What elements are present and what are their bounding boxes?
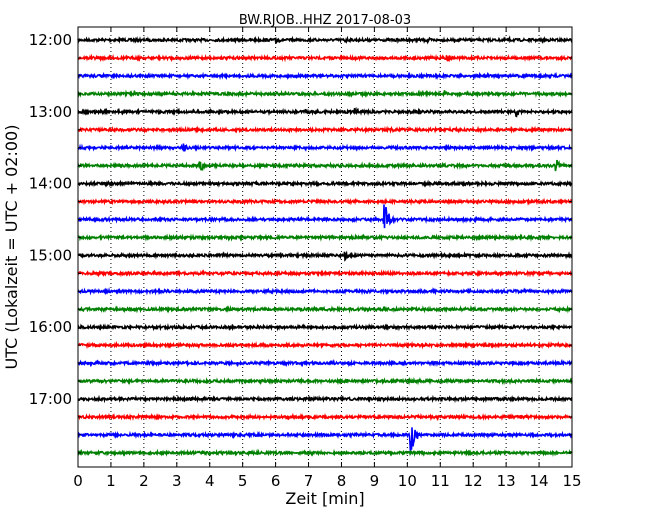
trace-1330 [77, 143, 573, 153]
x-tick-label: 4 [205, 472, 215, 490]
trace-1300 [77, 106, 573, 118]
x-axis-label: Zeit [min] [285, 489, 364, 508]
y-tick-label: 17:00 [29, 390, 72, 408]
grid-layer [110, 27, 540, 467]
trace-1230 [77, 71, 573, 81]
trace-line [77, 412, 573, 422]
x-tick-label: 9 [370, 472, 380, 490]
y-tick-label: 15:00 [29, 246, 72, 264]
trace-1445 [77, 233, 573, 242]
trace-1215 [77, 53, 573, 63]
trace-line [77, 53, 573, 63]
x-tick-label: 11 [431, 472, 450, 490]
trace-line [77, 233, 573, 242]
trace-line [77, 106, 573, 118]
trace-line [77, 143, 573, 153]
trace-1430 [77, 204, 573, 229]
trace-line [77, 89, 573, 99]
trace-line [77, 250, 573, 262]
trace-line [77, 322, 573, 332]
x-tick-label: 2 [139, 472, 149, 490]
trace-line [77, 304, 573, 314]
trace-line [77, 159, 573, 172]
trace-1345 [77, 159, 573, 172]
y-tick-label: 12:00 [29, 31, 72, 49]
tick-layer: 0 1 2 3 4 5 6 7 8 9 10 11 12 13 14 1512:0013:0014:0015:… [29, 27, 582, 490]
trace-line [77, 35, 573, 45]
x-tick-label: 0 [73, 472, 83, 490]
x-tick-label: 5 [238, 472, 248, 490]
trace-1315 [77, 125, 573, 134]
trace-line [77, 197, 573, 206]
y-tick-label: 16:00 [29, 318, 72, 336]
x-tick-label: 1 [106, 472, 116, 490]
x-tick-label: 14 [530, 472, 549, 490]
trace-1700 [77, 394, 573, 404]
trace-1600 [77, 322, 573, 332]
trace-1630 [77, 358, 573, 368]
x-tick-label: 8 [337, 472, 347, 490]
trace-1400 [77, 179, 573, 188]
trace-layer [77, 35, 573, 458]
trace-line [77, 287, 573, 296]
plot-frame [77, 26, 573, 468]
trace-1615 [77, 340, 573, 350]
trace-1745 [77, 448, 573, 458]
trace-1200 [77, 35, 573, 45]
trace-1645 [77, 376, 573, 386]
trace-1715 [77, 412, 573, 422]
trace-line [77, 125, 573, 134]
trace-line [77, 204, 573, 229]
y-tick-label: 13:00 [29, 103, 72, 121]
trace-line [77, 427, 573, 455]
trace-1245 [77, 89, 573, 99]
x-tick-label: 6 [271, 472, 281, 490]
trace-line [77, 71, 573, 81]
trace-line [77, 448, 573, 458]
trace-line [77, 376, 573, 386]
x-tick-label: 3 [172, 472, 182, 490]
trace-1545 [77, 304, 573, 314]
x-tick-label: 7 [304, 472, 314, 490]
x-tick-label: 12 [464, 472, 483, 490]
trace-1500 [77, 250, 573, 262]
trace-1515 [77, 268, 573, 278]
trace-1530 [77, 287, 573, 296]
trace-1415 [77, 197, 573, 206]
trace-line [77, 394, 573, 404]
x-tick-label: 13 [497, 472, 516, 490]
chart-title: BW.RJOB..HHZ 2017-08-03 [239, 13, 411, 28]
x-tick-label: 15 [562, 472, 581, 490]
trace-line [77, 340, 573, 350]
trace-1730 [77, 427, 573, 455]
y-axis-label: UTC (Lokalzeit = UTC + 02:00) [2, 125, 21, 370]
trace-line [77, 358, 573, 368]
y-tick-label: 14:00 [29, 175, 72, 193]
trace-line [77, 268, 573, 278]
trace-line [77, 179, 573, 188]
x-tick-label: 10 [398, 472, 417, 490]
